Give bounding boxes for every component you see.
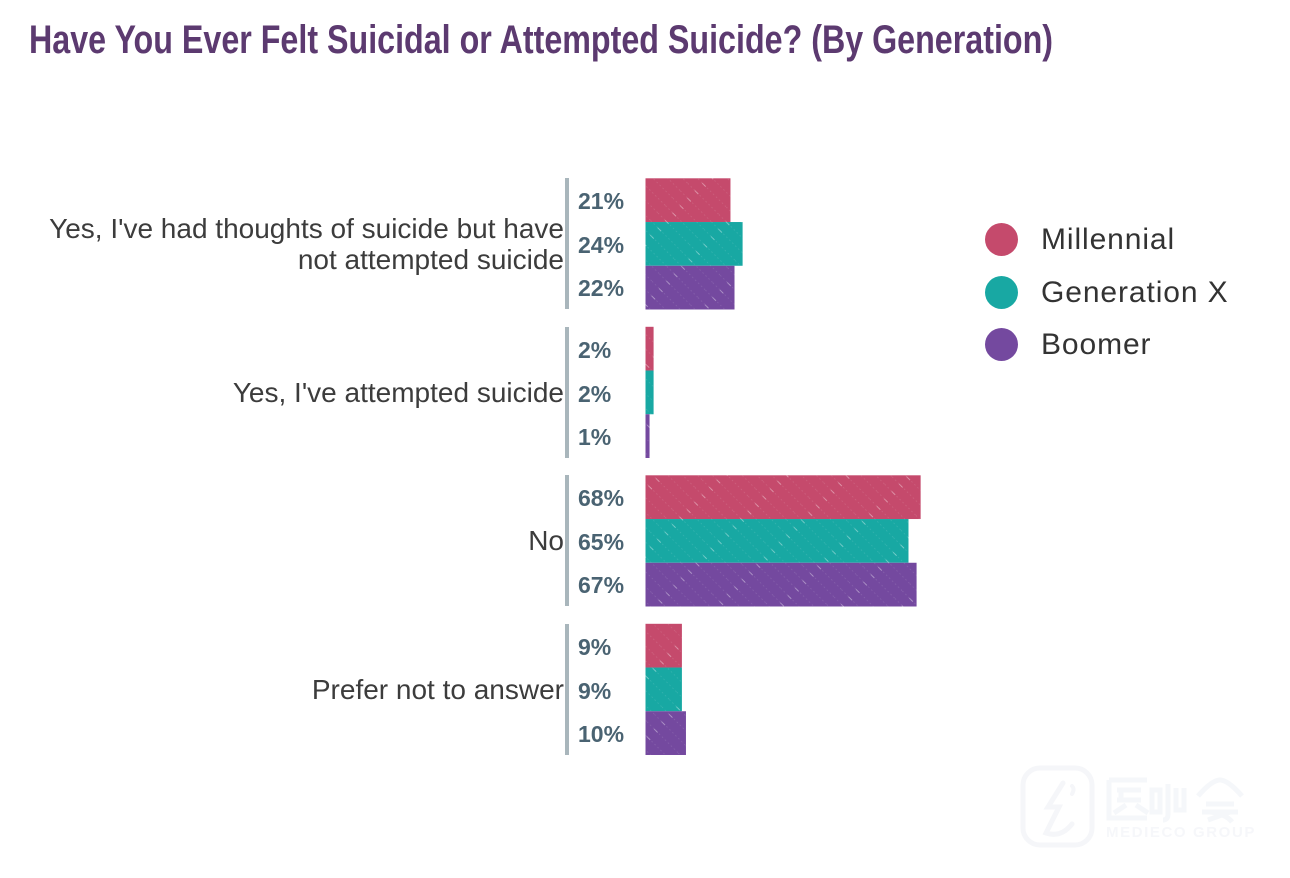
svg-text:MEDIECO GROUP: MEDIECO GROUP (1106, 824, 1256, 841)
